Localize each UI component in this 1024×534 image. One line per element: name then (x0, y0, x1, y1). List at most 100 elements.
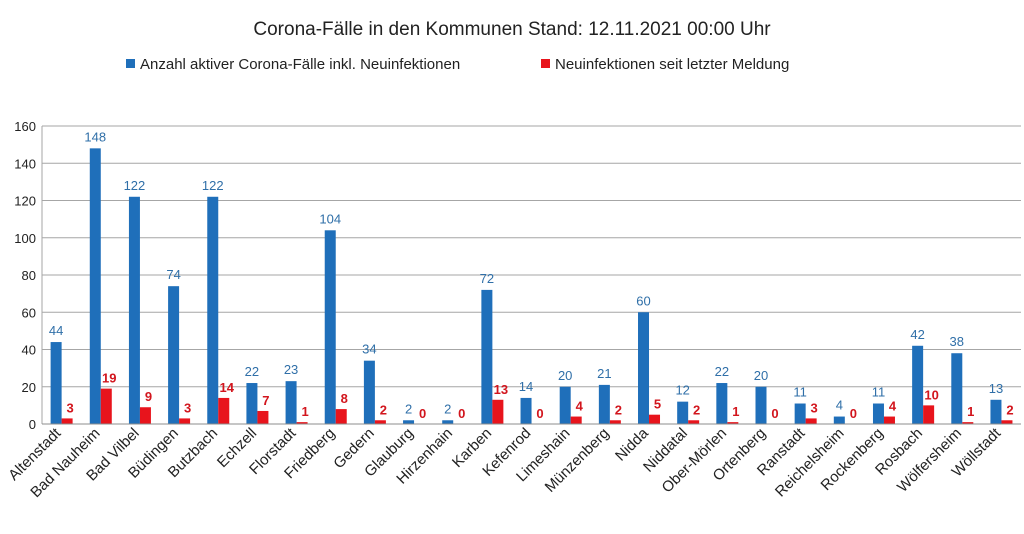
data-label-new-4: 14 (220, 380, 235, 395)
data-label-active-9: 2 (405, 401, 412, 416)
data-label-active-1: 148 (84, 129, 106, 144)
bar-active-10 (442, 420, 454, 424)
data-label-new-22: 10 (924, 387, 938, 402)
data-label-active-13: 20 (558, 368, 572, 383)
data-label-active-14: 21 (597, 366, 611, 381)
data-label-new-10: 0 (458, 406, 465, 421)
data-label-new-1: 19 (102, 371, 116, 386)
bar-active-19 (794, 403, 806, 424)
data-label-active-7: 104 (319, 211, 341, 226)
bar-new-16 (688, 420, 700, 424)
gridlines (42, 125, 1021, 425)
data-label-active-19: 11 (793, 385, 807, 400)
data-label-active-4: 122 (202, 178, 224, 193)
data-label-new-12: 0 (536, 406, 543, 421)
data-label-active-11: 72 (480, 271, 494, 286)
bar-new-23 (962, 422, 974, 424)
bar-new-3 (179, 418, 191, 424)
bar-active-2 (128, 196, 140, 424)
data-label-active-24: 13 (989, 381, 1003, 396)
bar-new-15 (649, 414, 661, 424)
bar-new-17 (727, 422, 739, 424)
data-label-active-23: 38 (950, 334, 964, 349)
data-label-new-8: 2 (380, 402, 387, 417)
data-label-new-5: 7 (262, 393, 269, 408)
y-tick-label: 0 (29, 417, 36, 432)
legend-swatch-active (126, 59, 135, 68)
data-label-new-20: 0 (850, 406, 857, 421)
bar-active-16 (677, 401, 689, 424)
bar-new-21 (883, 416, 895, 424)
bar-active-22 (912, 345, 924, 424)
bar-new-0 (61, 418, 73, 424)
data-label-new-14: 2 (615, 402, 622, 417)
legend-swatch-new (541, 59, 550, 68)
legend: Anzahl aktiver Corona-Fälle inkl. Neuinf… (126, 56, 789, 73)
data-label-active-17: 22 (715, 364, 729, 379)
data-label-new-3: 3 (184, 400, 191, 415)
bar-new-5 (257, 410, 269, 424)
data-label-new-7: 8 (341, 391, 348, 406)
bar-new-8 (374, 420, 386, 424)
bar-active-1 (89, 148, 101, 424)
bars (50, 148, 1013, 424)
y-tick-label: 100 (14, 231, 36, 246)
bar-new-1 (100, 388, 112, 424)
bar-new-7 (335, 409, 347, 424)
data-label-active-16: 12 (675, 383, 689, 398)
data-label-new-21: 4 (889, 399, 897, 414)
data-label-active-6: 23 (284, 362, 298, 377)
bar-new-6 (296, 422, 308, 424)
bar-new-2 (139, 407, 151, 424)
bar-active-6 (285, 381, 297, 424)
data-label-active-18: 20 (754, 368, 768, 383)
data-label-active-3: 74 (166, 267, 180, 282)
y-axis: 0 20 40 60 80 100 120 140 160 (14, 119, 43, 432)
bar-new-24 (1001, 420, 1013, 424)
bar-active-3 (168, 286, 180, 424)
bar-active-13 (559, 386, 571, 424)
bar-active-0 (50, 342, 62, 424)
bar-active-4 (207, 196, 219, 424)
data-label-new-23: 1 (967, 404, 974, 419)
bar-active-15 (638, 312, 650, 424)
data-label-new-19: 3 (811, 400, 818, 415)
data-label-new-13: 4 (576, 399, 584, 414)
data-label-active-20: 4 (836, 398, 843, 413)
bar-active-24 (990, 399, 1002, 424)
bar-active-23 (951, 353, 963, 424)
y-tick-label: 40 (22, 343, 36, 358)
data-label-new-17: 1 (732, 404, 739, 419)
data-label-active-22: 42 (910, 327, 924, 342)
y-tick-label: 20 (22, 380, 36, 395)
chart-title: Corona-Fälle in den Kommunen Stand: 12.1… (253, 19, 771, 40)
bar-new-19 (805, 418, 817, 424)
data-label-new-24: 2 (1006, 402, 1013, 417)
data-label-active-12: 14 (519, 379, 533, 394)
bar-active-11 (481, 289, 493, 424)
y-tick-label: 140 (14, 156, 36, 171)
data-label-new-9: 0 (419, 406, 426, 421)
bar-new-11 (492, 399, 504, 424)
data-label-active-8: 34 (362, 342, 376, 357)
bar-new-22 (923, 405, 935, 424)
bar-active-8 (363, 360, 375, 424)
bar-new-4 (218, 397, 230, 424)
legend-label-active: Anzahl aktiver Corona-Fälle inkl. Neuinf… (140, 56, 460, 73)
data-label-new-18: 0 (771, 406, 778, 421)
data-label-new-2: 9 (145, 389, 152, 404)
data-label-new-15: 5 (654, 397, 661, 412)
bar-active-9 (403, 420, 415, 424)
bar-active-5 (246, 383, 258, 424)
y-tick-label: 80 (22, 268, 36, 283)
bar-new-14 (609, 420, 621, 424)
y-tick-label: 160 (14, 119, 36, 134)
data-label-active-15: 60 (636, 293, 650, 308)
y-tick-label: 120 (14, 194, 36, 209)
bar-active-21 (872, 403, 884, 424)
data-label-active-0: 44 (49, 323, 63, 338)
data-label-active-2: 122 (124, 178, 146, 193)
